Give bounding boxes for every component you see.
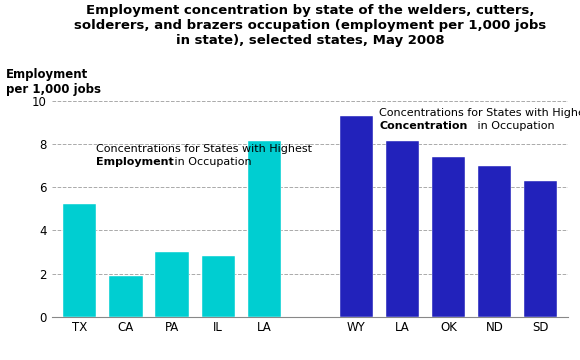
Bar bbox=[201, 256, 235, 317]
Text: Concentrations for States with Highest: Concentrations for States with Highest bbox=[379, 108, 580, 118]
Bar bbox=[524, 181, 557, 317]
Bar bbox=[340, 116, 373, 317]
Bar bbox=[248, 141, 281, 317]
Bar bbox=[478, 166, 511, 317]
Text: Concentrations for States with Highest: Concentrations for States with Highest bbox=[96, 144, 312, 154]
Bar bbox=[386, 141, 419, 317]
Bar bbox=[110, 276, 143, 317]
Text: Concentration: Concentration bbox=[379, 121, 468, 131]
Text: Employment concentration by state of the welders, cutters,
solderers, and brazer: Employment concentration by state of the… bbox=[74, 4, 546, 46]
Text: Employment
per 1,000 jobs: Employment per 1,000 jobs bbox=[6, 68, 101, 96]
Bar bbox=[63, 204, 96, 317]
Bar bbox=[155, 252, 188, 317]
Text: in Occupation: in Occupation bbox=[171, 157, 251, 167]
Bar bbox=[432, 157, 465, 317]
Text: Employment: Employment bbox=[96, 157, 174, 167]
Text: in Occupation: in Occupation bbox=[474, 121, 554, 131]
